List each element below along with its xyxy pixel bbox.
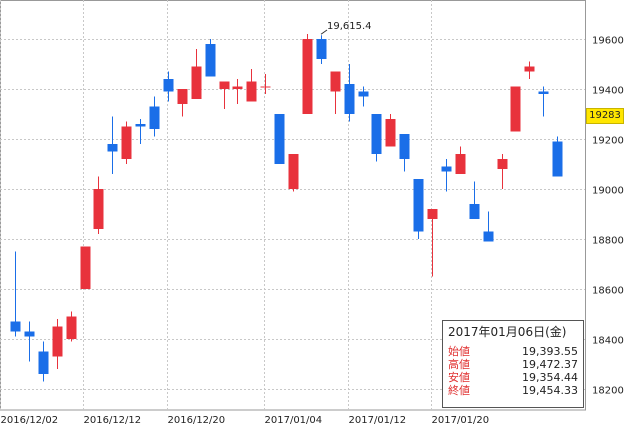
candle-body: [52, 326, 63, 357]
candle-body: [149, 106, 160, 129]
candle-body: [80, 246, 91, 289]
candle-body: [205, 44, 216, 77]
candle-layer: [10, 34, 563, 382]
info-value: 19,354.44: [522, 371, 578, 384]
candle-body: [497, 159, 508, 169]
y-tick-label: 18600: [592, 286, 624, 297]
candle-body: [344, 84, 355, 114]
y-tick-label: 19000: [592, 186, 624, 197]
info-row-open: 始値 19,393.55: [448, 345, 578, 358]
candle-body: [469, 204, 480, 219]
candle-body: [219, 81, 230, 89]
info-row-close: 終値 19,454.33: [448, 384, 578, 397]
info-row-low: 安値 19,354.44: [448, 371, 578, 384]
current-price-badge: 19283: [586, 108, 624, 124]
candle-body: [246, 81, 257, 102]
candle-body: [38, 351, 49, 374]
candle-body: [385, 119, 396, 147]
candle-body: [483, 231, 494, 242]
x-tick-label: 2016/12/02: [1, 415, 59, 426]
candle-body: [177, 89, 188, 104]
candle-body: [107, 144, 118, 152]
x-tick-label: 2017/01/20: [432, 415, 490, 426]
x-tick-label: 2017/01/04: [265, 415, 323, 426]
x-tick-label: 2016/12/12: [84, 415, 142, 426]
high-annotation-leader: [320, 29, 328, 35]
info-value: 19,393.55: [522, 345, 578, 358]
candle-body: [191, 66, 202, 99]
y-tick-label: 19400: [592, 86, 624, 97]
high-annotation-label: 19,615.4: [327, 21, 372, 32]
candle-body: [413, 179, 424, 232]
candle-body: [24, 331, 35, 337]
y-tick-label: 18200: [592, 386, 624, 397]
candle-body: [441, 166, 452, 172]
candle-body: [121, 126, 132, 159]
candle-body: [538, 91, 549, 94]
candle-body: [288, 154, 299, 189]
candle-body: [232, 86, 243, 89]
candle-body: [10, 321, 21, 332]
candle-body: [135, 124, 146, 127]
y-tick-label: 18800: [592, 236, 624, 247]
x-tick-label: 2016/12/20: [168, 415, 226, 426]
candle-body: [524, 66, 535, 72]
info-row-high: 高値 19,472.37: [448, 358, 578, 371]
info-label: 始値: [448, 345, 470, 358]
candle-body: [510, 86, 521, 132]
candle-body: [358, 91, 369, 97]
candle-body: [260, 86, 271, 88]
info-label: 終値: [448, 384, 470, 397]
info-label: 安値: [448, 371, 470, 384]
info-value: 19,454.33: [522, 384, 578, 397]
info-value: 19,472.37: [522, 358, 578, 371]
candle-body: [399, 134, 410, 159]
candle-body: [274, 114, 285, 164]
candle-body: [66, 316, 77, 339]
info-label: 高値: [448, 358, 470, 371]
info-date: 2017年01月06日(金): [448, 325, 567, 339]
y-tick-label: 18400: [592, 336, 624, 347]
axis-layer: 18200 18400 18600 18800 19000 19200 19400 19600…: [1, 21, 624, 426]
ohlc-info-box: 2017年01月06日(金) 始値 19,393.55 高値 19,472.37…: [442, 320, 584, 408]
candle-body: [302, 39, 313, 114]
y-tick-label: 19600: [592, 36, 624, 47]
x-tick-label: 2017/01/12: [349, 415, 407, 426]
candle-body: [552, 141, 563, 177]
candle-body: [93, 189, 104, 229]
grid-layer: [0, 0, 586, 411]
y-tick-label: 19200: [592, 136, 624, 147]
candle-body: [316, 39, 327, 59]
candle-body: [427, 209, 438, 219]
candle-body: [163, 79, 174, 92]
candle-body: [455, 154, 466, 174]
candle-body: [330, 71, 341, 92]
candle-body: [371, 114, 382, 154]
